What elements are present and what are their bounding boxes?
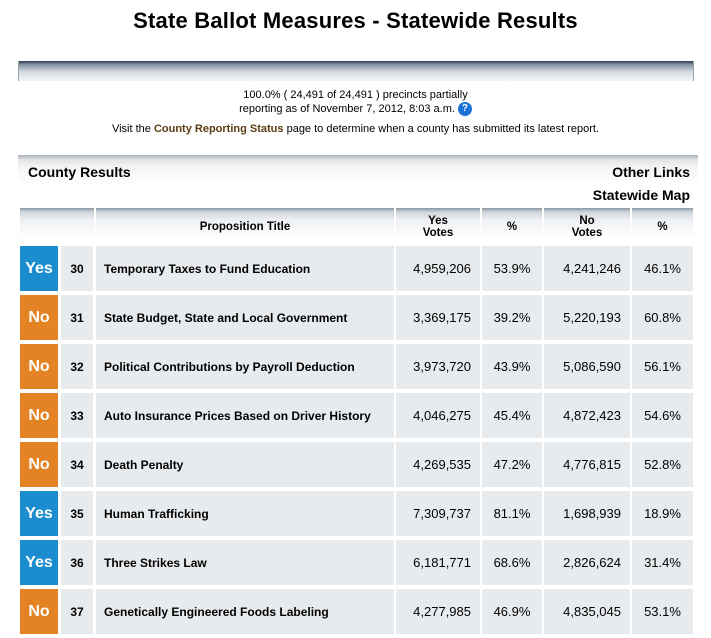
table-row: Yes 35 Human Trafficking 7,309,737 81.1% 1,69…: [20, 491, 693, 540]
visit-suffix: page to determine when a county has subm…: [286, 123, 600, 135]
proposition-title: Death Penalty: [96, 442, 394, 487]
no-pct: 46.1%: [632, 246, 693, 291]
table-row: No 34 Death Penalty 4,269,535 47.2% 4,776,815…: [20, 442, 693, 491]
result-badge: No: [20, 393, 58, 438]
no-pct: 18.9%: [632, 491, 693, 536]
precincts-status: 100.0% ( 24,491 of 24,491 ) precincts pa…: [0, 89, 711, 102]
no-pct: 31.4%: [632, 540, 693, 585]
proposition-number: 35: [61, 491, 93, 536]
no-pct: 53.1%: [632, 589, 693, 634]
result-badge: No: [20, 442, 58, 487]
yes-votes: 4,046,275: [396, 393, 480, 438]
header-no-pct: %: [630, 208, 693, 246]
table-row: Yes 36 Three Strikes Law 6,181,771 68.6% 2,82…: [20, 540, 693, 589]
proposition-number: 36: [61, 540, 93, 585]
header-proposition-title: Proposition Title: [94, 208, 394, 246]
yes-pct: 81.1%: [482, 491, 542, 536]
help-icon[interactable]: ?: [457, 102, 472, 116]
no-pct: 56.1%: [632, 344, 693, 389]
result-badge: Yes: [20, 540, 58, 585]
table-row: No 32 Political Contributions by Payroll D…: [20, 344, 693, 393]
yes-votes: 4,269,535: [396, 442, 480, 487]
result-badge: Yes: [20, 246, 58, 291]
reporting-status: reporting as of November 7, 2012, 8:03 a…: [0, 102, 711, 116]
no-votes: 1,698,939: [544, 491, 630, 536]
other-links-heading: Other Links: [612, 164, 690, 180]
header-yes-pct: %: [480, 208, 542, 246]
reporting-line: reporting as of November 7, 2012, 8:03 a…: [239, 102, 455, 115]
result-badge: Yes: [20, 491, 58, 536]
yes-votes: 3,973,720: [396, 344, 480, 389]
proposition-number: 32: [61, 344, 93, 389]
yes-votes: 7,309,737: [396, 491, 480, 536]
yes-pct: 68.6%: [482, 540, 542, 585]
yes-votes: 6,181,771: [396, 540, 480, 585]
county-results-link[interactable]: County Results: [28, 164, 131, 180]
precincts-line: 100.0% ( 24,491 of 24,491 ) precincts pa…: [243, 89, 468, 101]
no-pct: 52.8%: [632, 442, 693, 487]
table-row: No 31 State Budget, State and Local Govern…: [20, 295, 693, 344]
proposition-title: Auto Insurance Prices Based on Driver Hi…: [96, 393, 394, 438]
yes-pct: 43.9%: [482, 344, 542, 389]
header-result: [20, 208, 94, 246]
yes-votes: 3,369,175: [396, 295, 480, 340]
visit-note: Visit the County Reporting Status page t…: [0, 123, 711, 136]
yes-pct: 46.9%: [482, 589, 542, 634]
proposition-number: 33: [61, 393, 93, 438]
no-votes: 4,872,423: [544, 393, 630, 438]
result-badge: No: [20, 295, 58, 340]
result-badge: No: [20, 589, 58, 634]
proposition-number: 34: [61, 442, 93, 487]
header-yes-votes: Yes Votes: [394, 208, 480, 246]
no-votes: 5,086,590: [544, 344, 630, 389]
proposition-title: Human Trafficking: [96, 491, 394, 536]
results-table: Proposition Title Yes Votes % No Votes % Y…: [20, 208, 693, 638]
yes-pct: 39.2%: [482, 295, 542, 340]
proposition-title: Genetically Engineered Foods Labeling: [96, 589, 394, 634]
table-row: No 37 Genetically Engineered Foods Labelin…: [20, 589, 693, 638]
result-badge: No: [20, 344, 58, 389]
visit-prefix: Visit the: [111, 123, 151, 135]
proposition-number: 30: [61, 246, 93, 291]
no-votes: 4,241,246: [544, 246, 630, 291]
header-banner: [18, 61, 694, 81]
yes-votes: 4,959,206: [396, 246, 480, 291]
yes-votes: 4,277,985: [396, 589, 480, 634]
no-pct: 54.6%: [632, 393, 693, 438]
statewide-map-link[interactable]: Statewide Map: [592, 187, 690, 203]
no-votes: 2,826,624: [544, 540, 630, 585]
table-row: Yes 30 Temporary Taxes to Fund Education 4,…: [20, 246, 693, 295]
table-row: No 33 Auto Insurance Prices Based on Drive…: [20, 393, 693, 442]
county-reporting-status-link[interactable]: County Reporting Status: [153, 123, 284, 135]
yes-pct: 53.9%: [482, 246, 542, 291]
proposition-title: Three Strikes Law: [96, 540, 394, 585]
no-votes: 4,776,815: [544, 442, 630, 487]
yes-pct: 45.4%: [482, 393, 542, 438]
no-votes: 5,220,193: [544, 295, 630, 340]
proposition-title: State Budget, State and Local Government: [96, 295, 394, 340]
no-votes: 4,835,045: [544, 589, 630, 634]
no-pct: 60.8%: [632, 295, 693, 340]
proposition-number: 37: [61, 589, 93, 634]
proposition-title: Temporary Taxes to Fund Education: [96, 246, 394, 291]
proposition-number: 31: [61, 295, 93, 340]
page-title: State Ballot Measures - Statewide Result…: [133, 8, 578, 33]
table-header: Proposition Title Yes Votes % No Votes %: [20, 208, 693, 246]
yes-pct: 47.2%: [482, 442, 542, 487]
proposition-title: Political Contributions by Payroll Deduc…: [96, 344, 394, 389]
links-bar: County Results Other Links Statewide Map: [18, 155, 698, 207]
header-no-votes: No Votes: [542, 208, 630, 246]
